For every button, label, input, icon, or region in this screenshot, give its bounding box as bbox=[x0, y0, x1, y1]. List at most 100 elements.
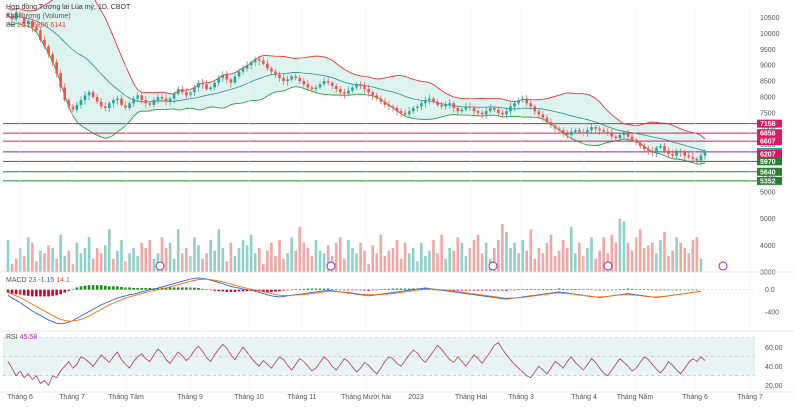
price-axis-tick: 9000 bbox=[760, 63, 776, 70]
volume-bar bbox=[501, 224, 504, 272]
macd-histogram-bar bbox=[343, 289, 346, 291]
macd-histogram-bar bbox=[197, 288, 200, 290]
macd-histogram-bar bbox=[201, 288, 204, 290]
volume-bar bbox=[185, 248, 188, 272]
x-axis-tick: Tháng 7 bbox=[737, 394, 763, 401]
candle-body bbox=[136, 95, 139, 99]
price-axis-tick: 5000 bbox=[760, 190, 776, 197]
volume-bar bbox=[675, 237, 678, 272]
macd-histogram-bar bbox=[675, 289, 678, 291]
macd-histogram-bar bbox=[610, 289, 614, 291]
candle-body bbox=[614, 136, 618, 139]
volume-bar bbox=[347, 240, 350, 272]
macd-histogram-bar bbox=[245, 289, 249, 292]
volume-bar bbox=[549, 234, 553, 272]
candle-body bbox=[75, 104, 79, 110]
macd-histogram-bar bbox=[606, 289, 610, 291]
volume-bar bbox=[460, 242, 464, 272]
macd-histogram-bar bbox=[432, 289, 435, 291]
volume-bar bbox=[411, 248, 415, 272]
candle-body bbox=[270, 68, 273, 72]
volume-bar bbox=[630, 250, 634, 272]
price-level-label: 6858 bbox=[760, 131, 776, 138]
macd-histogram-bar bbox=[120, 286, 123, 290]
candle-body bbox=[213, 82, 216, 88]
volume-bar bbox=[59, 234, 62, 272]
macd-histogram-bar bbox=[31, 289, 34, 297]
macd-histogram-bar bbox=[578, 289, 581, 290]
volume-bar bbox=[217, 229, 221, 272]
macd-histogram-bar bbox=[290, 289, 293, 291]
macd-histogram-bar bbox=[691, 289, 695, 291]
volume-bar bbox=[359, 242, 362, 272]
volume-bar bbox=[622, 221, 626, 272]
candle-body bbox=[306, 84, 310, 88]
candle-body bbox=[663, 146, 666, 151]
macd-histogram-bar bbox=[460, 289, 464, 291]
volume-bar bbox=[249, 234, 253, 272]
macd-histogram-bar bbox=[549, 289, 553, 290]
candle-body bbox=[278, 74, 281, 78]
candle-body bbox=[415, 106, 419, 109]
macd-histogram-bar bbox=[193, 287, 196, 290]
macd-histogram-bar bbox=[537, 289, 541, 290]
candle-body bbox=[703, 152, 707, 156]
volume-bar bbox=[326, 245, 330, 272]
volume-bar bbox=[626, 242, 630, 272]
candle-body bbox=[257, 58, 261, 61]
candle-body bbox=[553, 125, 557, 129]
candle-body bbox=[249, 62, 253, 66]
volume-bar bbox=[314, 240, 318, 272]
price-axis-tick: 10500 bbox=[760, 15, 780, 22]
x-axis-tick: Tháng 11 bbox=[287, 394, 316, 401]
rsi-axis-tick: 60.00 bbox=[765, 345, 783, 352]
macd-histogram-bar bbox=[318, 288, 322, 290]
macd-histogram-bar bbox=[391, 288, 395, 290]
volume-bar bbox=[39, 250, 42, 272]
macd-histogram-bar bbox=[59, 289, 62, 295]
macd-histogram-bar bbox=[87, 285, 91, 290]
candle-body bbox=[432, 98, 435, 102]
macd-histogram-bar bbox=[225, 289, 229, 292]
volume-bar bbox=[241, 240, 245, 272]
volume-bar bbox=[424, 256, 427, 272]
macd-histogram-bar bbox=[286, 289, 289, 291]
candle-body bbox=[189, 92, 192, 96]
volume-bar bbox=[67, 250, 71, 272]
volume-bar bbox=[286, 253, 289, 272]
macd-histogram-bar bbox=[63, 289, 67, 293]
candle-body bbox=[363, 85, 366, 90]
volume-bar bbox=[91, 258, 95, 272]
volume-bar bbox=[464, 256, 468, 272]
volume-bar bbox=[452, 250, 456, 272]
macd-histogram-bar bbox=[683, 289, 687, 291]
candle-body bbox=[420, 103, 423, 107]
candle-body bbox=[253, 58, 257, 63]
volume-bar bbox=[71, 264, 75, 272]
macd-histogram-bar bbox=[47, 289, 50, 297]
candle-body bbox=[338, 89, 342, 93]
macd-histogram-bar bbox=[545, 289, 549, 290]
macd-histogram-bar bbox=[270, 289, 273, 292]
macd-histogram-bar bbox=[561, 288, 565, 290]
price-level-label: 7158 bbox=[760, 121, 776, 128]
candle-body bbox=[47, 46, 50, 55]
rsi-axis-tick: 40.00 bbox=[765, 364, 783, 371]
volume-bar bbox=[432, 240, 435, 272]
macd-histogram-bar bbox=[95, 285, 99, 290]
macd-histogram-bar bbox=[180, 287, 184, 290]
candle-body bbox=[659, 146, 662, 148]
macd-histogram-bar bbox=[213, 289, 216, 291]
candle-body bbox=[630, 136, 634, 140]
candle-body bbox=[391, 106, 395, 109]
macd-histogram-bar bbox=[221, 289, 225, 292]
price-level-label: 5640 bbox=[760, 169, 776, 176]
volume-bar bbox=[43, 253, 46, 272]
candle-body bbox=[343, 92, 346, 94]
volume-bar bbox=[87, 237, 91, 272]
macd-histogram-bar bbox=[363, 289, 366, 291]
macd-histogram-bar bbox=[132, 288, 135, 290]
volume-bar bbox=[148, 240, 152, 272]
macd-histogram-bar bbox=[411, 288, 415, 290]
